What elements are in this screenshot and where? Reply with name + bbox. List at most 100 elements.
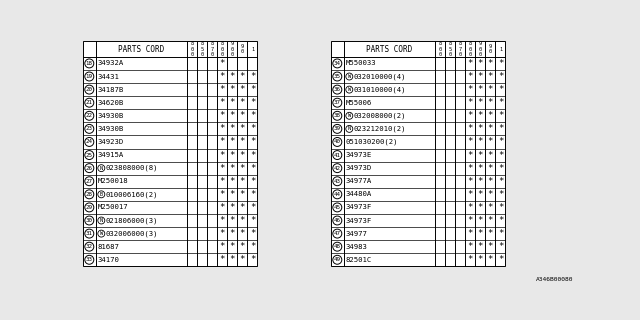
Text: *: * — [498, 124, 503, 133]
Text: *: * — [239, 124, 245, 133]
Text: W: W — [348, 74, 351, 79]
Text: 49: 49 — [334, 257, 341, 262]
Text: 34977: 34977 — [346, 231, 368, 236]
Text: 34973F: 34973F — [346, 204, 372, 211]
Text: *: * — [230, 85, 235, 94]
Text: *: * — [477, 98, 483, 107]
Text: 34973D: 34973D — [346, 165, 372, 171]
Text: 29: 29 — [86, 205, 93, 210]
Text: *: * — [488, 177, 493, 186]
Text: 34923D: 34923D — [98, 139, 124, 145]
Text: 9
0
0: 9 0 0 — [231, 41, 234, 57]
Text: *: * — [230, 216, 235, 225]
Text: *: * — [239, 150, 245, 160]
Text: *: * — [230, 124, 235, 133]
Text: *: * — [230, 150, 235, 160]
Text: *: * — [498, 85, 503, 94]
Text: 9
0: 9 0 — [489, 44, 492, 54]
Text: *: * — [239, 164, 245, 173]
Text: 023212010(2): 023212010(2) — [353, 126, 406, 132]
Text: *: * — [498, 242, 503, 251]
Text: 28: 28 — [86, 192, 93, 197]
Text: *: * — [250, 85, 255, 94]
Text: *: * — [220, 59, 225, 68]
Text: W: W — [100, 231, 103, 236]
Text: 8
7
0: 8 7 0 — [211, 41, 214, 57]
Text: *: * — [498, 150, 503, 160]
Text: 34620B: 34620B — [98, 100, 124, 106]
Text: M250017: M250017 — [98, 204, 129, 211]
Text: 24: 24 — [86, 140, 93, 144]
Text: *: * — [220, 138, 225, 147]
Text: N: N — [100, 166, 103, 171]
Text: *: * — [230, 177, 235, 186]
Text: 8
0
0: 8 0 0 — [221, 41, 224, 57]
Text: *: * — [230, 111, 235, 120]
Text: *: * — [230, 203, 235, 212]
Text: 032008000(2): 032008000(2) — [353, 113, 406, 119]
Text: *: * — [488, 242, 493, 251]
Text: 81687: 81687 — [98, 244, 120, 250]
Text: *: * — [220, 190, 225, 199]
Text: *: * — [498, 177, 503, 186]
Text: 37: 37 — [334, 100, 341, 105]
Text: 34977A: 34977A — [346, 178, 372, 184]
Text: *: * — [468, 216, 473, 225]
Text: 34973F: 34973F — [346, 218, 372, 223]
Text: 032006000(3): 032006000(3) — [106, 230, 158, 237]
Text: 34480A: 34480A — [346, 191, 372, 197]
Text: *: * — [250, 190, 255, 199]
Text: *: * — [488, 229, 493, 238]
Text: *: * — [230, 229, 235, 238]
Text: 34973E: 34973E — [346, 152, 372, 158]
Text: *: * — [468, 255, 473, 264]
Text: *: * — [468, 85, 473, 94]
Text: 20: 20 — [86, 87, 93, 92]
Text: 8
0
0: 8 0 0 — [468, 41, 472, 57]
Text: *: * — [239, 85, 245, 94]
Text: *: * — [250, 98, 255, 107]
Text: *: * — [488, 59, 493, 68]
Text: 34187B: 34187B — [98, 87, 124, 92]
Text: *: * — [477, 72, 483, 81]
Text: 34932A: 34932A — [98, 60, 124, 67]
Text: *: * — [498, 216, 503, 225]
Text: *: * — [488, 85, 493, 94]
Text: *: * — [498, 190, 503, 199]
Text: *: * — [230, 98, 235, 107]
Text: *: * — [477, 150, 483, 160]
Text: *: * — [477, 190, 483, 199]
Text: *: * — [239, 242, 245, 251]
Text: 34930B: 34930B — [98, 126, 124, 132]
Text: 34915A: 34915A — [98, 152, 124, 158]
Text: *: * — [468, 229, 473, 238]
Text: *: * — [220, 164, 225, 173]
Text: *: * — [230, 255, 235, 264]
Text: 021806000(3): 021806000(3) — [106, 217, 158, 224]
Text: N: N — [100, 218, 103, 223]
Text: *: * — [468, 59, 473, 68]
Text: 47: 47 — [334, 231, 341, 236]
Text: *: * — [250, 229, 255, 238]
Bar — [83, 42, 257, 266]
Text: *: * — [468, 177, 473, 186]
Text: 8
0
0: 8 0 0 — [438, 41, 442, 57]
Text: *: * — [488, 190, 493, 199]
Text: *: * — [250, 216, 255, 225]
Text: *: * — [239, 229, 245, 238]
Text: *: * — [477, 164, 483, 173]
Text: 8
0
0: 8 0 0 — [191, 41, 193, 57]
Text: *: * — [220, 242, 225, 251]
Text: 18: 18 — [86, 61, 93, 66]
Text: 82501C: 82501C — [346, 257, 372, 263]
Text: *: * — [220, 203, 225, 212]
Text: *: * — [488, 164, 493, 173]
Text: *: * — [230, 242, 235, 251]
Text: *: * — [230, 138, 235, 147]
Text: *: * — [498, 72, 503, 81]
Text: N: N — [348, 126, 351, 132]
Text: *: * — [239, 177, 245, 186]
Text: *: * — [488, 203, 493, 212]
Text: *: * — [488, 72, 493, 81]
Text: *: * — [477, 229, 483, 238]
